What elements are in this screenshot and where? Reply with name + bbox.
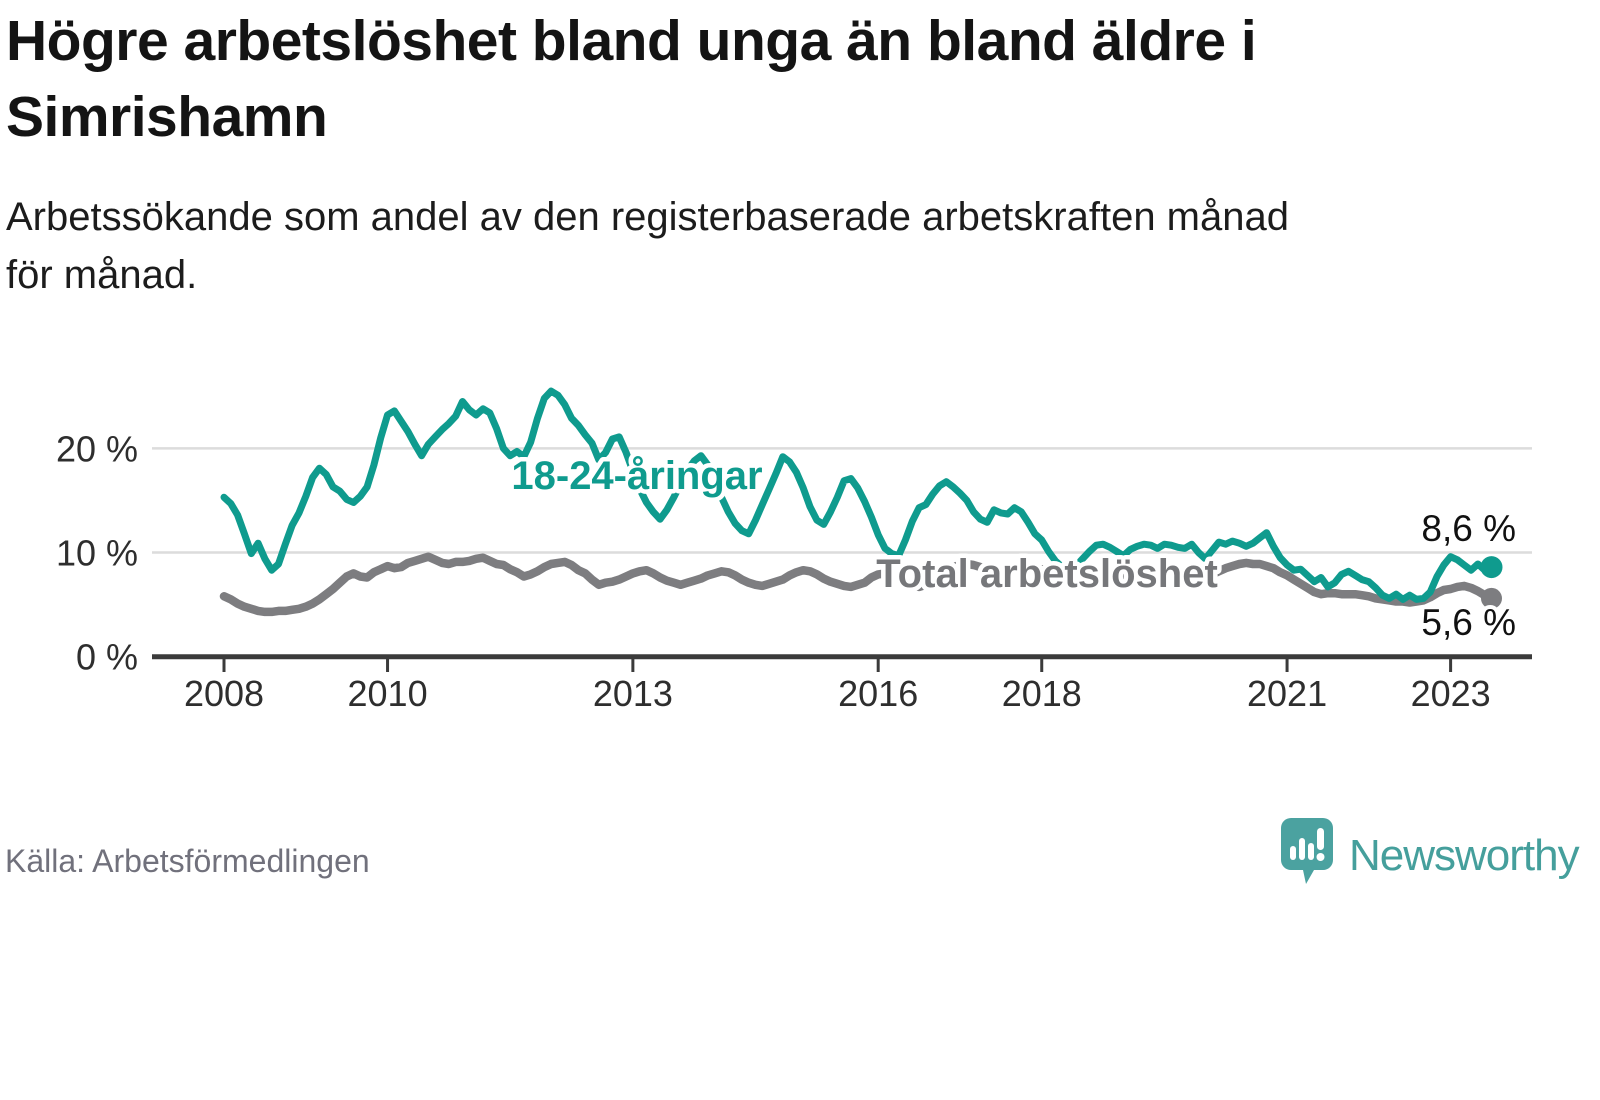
x-tick-label-2008: 2008 [184,673,264,714]
youth-series-end-dot [1480,556,1503,579]
total-series-line [219,552,1496,617]
newsworthy-logo-icon [1281,818,1333,884]
total-end-value-label: 5,6 % [1421,602,1516,643]
y-tick-label-10: 10 % [56,533,138,574]
youth-series-line [220,387,1495,603]
y-tick-label-0: 0 % [76,637,138,678]
y-tick-label-20: 20 % [56,428,138,469]
x-tick-label-2021: 2021 [1247,673,1327,714]
chart-subtitle-line1: Arbetssökande som andel av den registerb… [6,195,1289,239]
chart-subtitle: Arbetssökande som andel av den registerb… [6,188,1566,304]
newsworthy-brand-text: Newsworthy [1349,831,1580,880]
chart-subtitle-line2: för månad. [6,253,198,297]
series-lines [219,387,1503,617]
x-tick-label-2010: 2010 [348,673,428,714]
line-chart: 2008 2010 2013 2016 2018 2021 2023 0 % 10 % 20 %… [56,387,1532,714]
chart-title: Högre arbetslöshet bland unga än bland ä… [6,4,1586,156]
total-series-label: Total arbetslöshet [876,552,1218,596]
youth-series-label: 18-24-åringar [511,454,762,498]
chart-title-line2: Simrishamn [6,84,328,149]
x-tick-label-2013: 2013 [593,673,673,714]
x-tick-label-2023: 2023 [1411,673,1491,714]
youth-end-value-label: 8,6 % [1421,508,1516,549]
y-axis-labels: 0 % 10 % 20 % [56,428,138,677]
x-axis-labels: 2008 2010 2013 2016 2018 2021 2023 [184,673,1491,714]
chart-title-line1: Högre arbetslöshet bland unga än bland ä… [6,9,1257,73]
gridlines [152,447,1532,554]
newsworthy-brand: Newsworthy [1279,816,1580,890]
total-series-end-dot [1480,587,1502,609]
x-tick-label-2016: 2016 [838,673,918,714]
source-attribution: Källa: Arbetsförmedlingen [5,843,370,879]
x-axis-ticks [222,659,1453,672]
x-tick-label-2018: 2018 [1002,673,1082,714]
